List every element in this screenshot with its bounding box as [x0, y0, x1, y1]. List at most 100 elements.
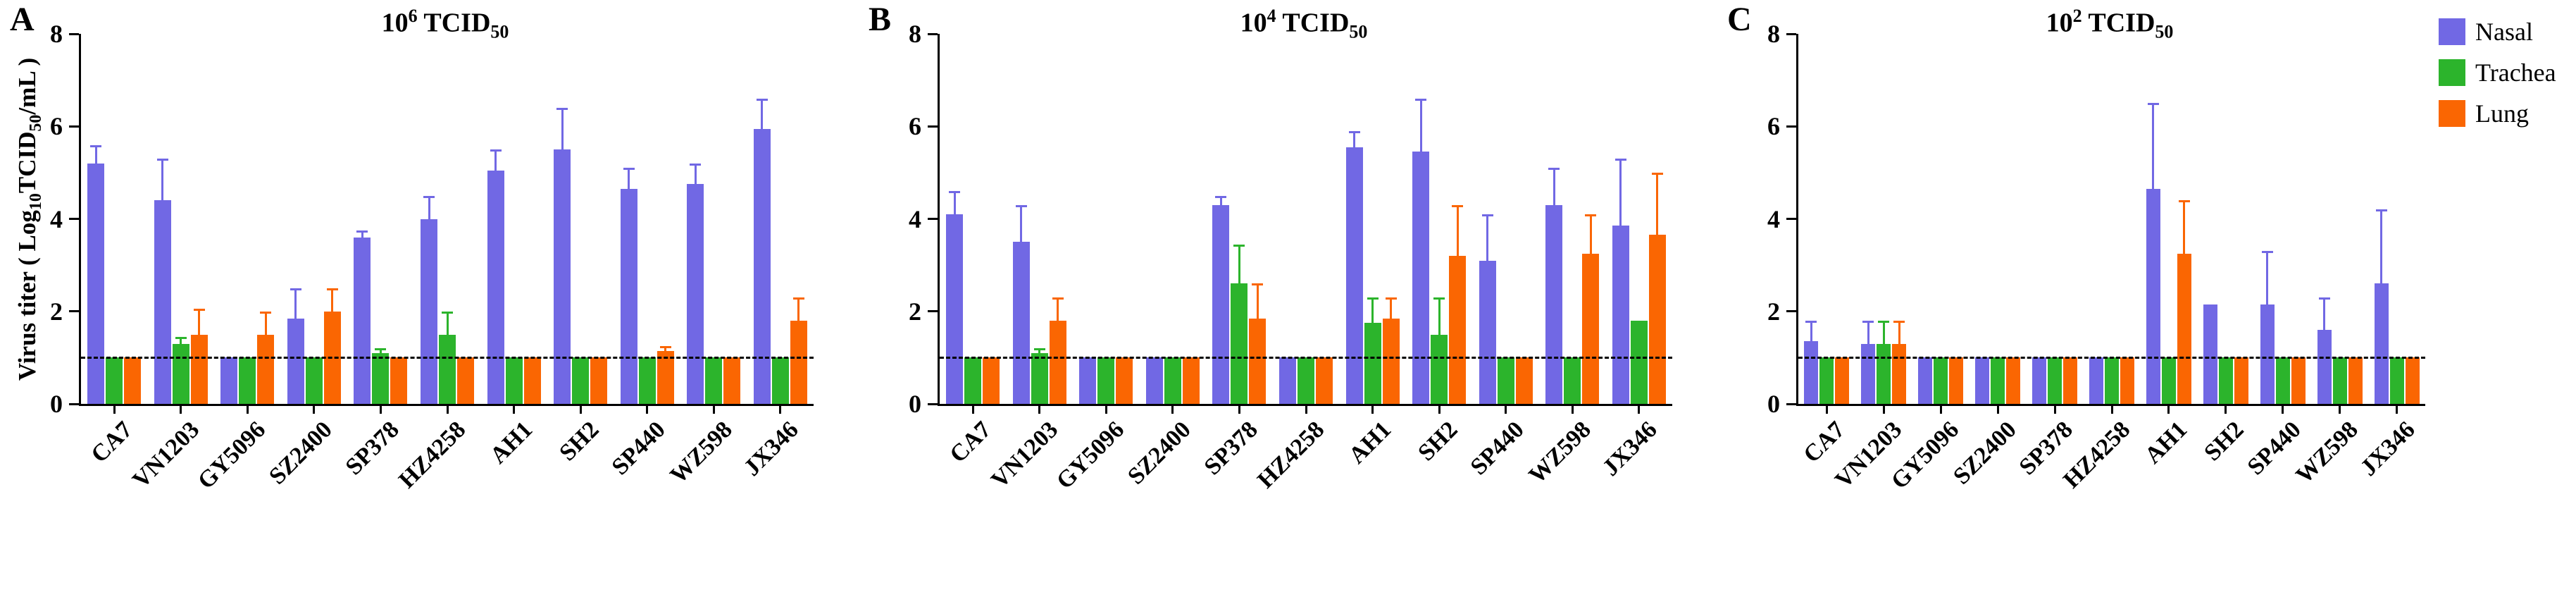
bar-nasal-wz598 — [687, 184, 704, 404]
error-bar-cap — [290, 288, 301, 290]
bar-trachea-wz598 — [705, 357, 723, 404]
x-axis-label-sh2: SH2 — [1412, 417, 1463, 467]
error-bar — [379, 348, 382, 353]
y-tick — [928, 125, 938, 128]
bar-trachea-ca7 — [1819, 357, 1834, 404]
x-axis-label-sz2400: SZ2400 — [1948, 417, 2022, 490]
error-bar-cap — [1893, 320, 1905, 323]
x-tick — [2396, 406, 2398, 414]
bar-nasal-sh2 — [554, 149, 571, 404]
y-tick-label: 6 — [1767, 112, 1780, 141]
y-tick-label: 6 — [50, 112, 63, 141]
bar-lung-ca7 — [124, 357, 142, 404]
bar-lung-ca7 — [1835, 357, 1850, 404]
bar-trachea-vn1203 — [1877, 343, 1891, 404]
error-bar-cap — [1215, 195, 1227, 198]
error-bar-cap — [2261, 251, 2273, 254]
error-bar-cap — [623, 168, 635, 171]
error-bar-cap — [326, 288, 338, 290]
error-bar — [494, 149, 497, 171]
x-tick — [2225, 406, 2227, 414]
bar-trachea-wz598 — [1564, 357, 1581, 404]
x-axis-label-sp440: SP440 — [606, 417, 671, 481]
bar-lung-hz4258 — [2120, 357, 2134, 404]
error-bar-cap — [2178, 200, 2190, 203]
x-axis-label-sp378: SP378 — [1199, 417, 1263, 481]
x-tick — [1939, 406, 1942, 414]
bar-nasal-ca7 — [87, 163, 105, 404]
bar-lung-ah1 — [1382, 318, 1400, 404]
error-bar-cap — [756, 98, 768, 101]
x-axis-label-sh2: SH2 — [2199, 417, 2249, 467]
error-bar-cap — [792, 297, 804, 300]
y-tick — [1786, 32, 1796, 35]
bar-lung-hz4258 — [1316, 357, 1333, 404]
bar-trachea-hz4258 — [2105, 357, 2119, 404]
x-tick — [180, 406, 182, 414]
bar-nasal-wz598 — [2317, 330, 2332, 404]
y-tick-label: 2 — [909, 297, 921, 326]
x-tick — [1438, 406, 1441, 414]
x-tick — [1238, 406, 1240, 414]
x-axis-label-ah1: AH1 — [1343, 417, 1396, 469]
x-axis-label-ca7: CA7 — [86, 417, 138, 468]
bar-nasal-wz598 — [1545, 204, 1563, 404]
error-bar — [2152, 103, 2155, 189]
x-axis-label-ah1: AH1 — [485, 417, 537, 469]
error-bar-cap — [1585, 214, 1597, 216]
error-bar-cap — [1614, 159, 1626, 161]
y-tick-label: 2 — [50, 297, 63, 326]
bar-lung-sp440 — [2291, 357, 2306, 404]
x-axis-label-gy5096: GY5096 — [1052, 417, 1130, 495]
bar-lung-jx346 — [2405, 357, 2420, 404]
bar-nasal-ah1 — [2146, 188, 2160, 404]
x-axis-label-vn1203: VN1203 — [127, 417, 204, 493]
bar-nasal-ah1 — [487, 170, 504, 404]
y-tick-label: 0 — [909, 390, 921, 418]
error-bar — [198, 309, 201, 335]
error-bar — [694, 163, 697, 185]
x-tick — [513, 406, 516, 414]
error-bar — [628, 168, 630, 189]
x-tick — [1171, 406, 1174, 414]
x-tick — [1638, 406, 1641, 414]
x-tick — [446, 406, 449, 414]
error-bar-cap — [690, 163, 702, 166]
x-axis-label-hz4258: HZ4258 — [1252, 417, 1330, 493]
y-tick — [69, 125, 79, 128]
bar-nasal-gy5096 — [220, 357, 238, 404]
x-axis-label-sp440: SP440 — [1465, 417, 1529, 481]
error-bar — [1419, 98, 1422, 152]
bar-nasal-sp440 — [1479, 260, 1496, 404]
error-bar — [953, 191, 956, 214]
bar-nasal-sp378 — [354, 237, 371, 404]
error-bar-cap — [1385, 297, 1397, 300]
error-bar — [561, 108, 564, 150]
panel-A: A 106 TCID50 Virus titer ( Log10TCID50/mL … — [0, 0, 859, 597]
x-tick — [579, 406, 582, 414]
error-bar — [1486, 214, 1489, 261]
x-axis-label-sp378: SP378 — [340, 417, 404, 481]
error-bar-cap — [1252, 283, 1264, 286]
error-bar-cap — [260, 311, 272, 314]
error-bar — [1867, 320, 1869, 344]
x-tick — [646, 406, 649, 414]
error-bar-cap — [1548, 168, 1560, 171]
plot-area: 0 2 4 6 8 — [909, 20, 1672, 418]
legend-label-lung: Lung — [2475, 99, 2529, 128]
x-axis-label-ah1: AH1 — [2139, 417, 2193, 469]
x-tick — [1038, 406, 1041, 414]
x-axis-label-sz2400: SZ2400 — [1123, 417, 1197, 490]
legend-item-nasal: Nasal — [2439, 17, 2556, 47]
error-bar-cap — [2375, 209, 2387, 212]
error-bar-cap — [949, 191, 961, 194]
bar-trachea-sh2 — [572, 357, 590, 404]
bar-nasal-vn1203 — [1012, 242, 1030, 404]
x-tick — [246, 406, 249, 414]
error-bar-cap — [90, 144, 102, 147]
bar-trachea-vn1203 — [172, 343, 189, 404]
bar-lung-wz598 — [1582, 253, 1600, 404]
y-tick — [69, 310, 79, 313]
plot-area: 0 2 4 6 8 — [50, 20, 814, 418]
bar-trachea-hz4258 — [1298, 357, 1314, 404]
